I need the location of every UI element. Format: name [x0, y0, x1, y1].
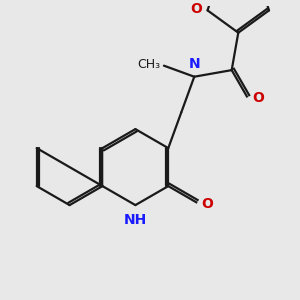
Text: O: O	[202, 197, 213, 211]
Text: O: O	[252, 91, 264, 105]
Text: NH: NH	[124, 213, 147, 227]
Text: CH₃: CH₃	[137, 58, 160, 71]
Text: N: N	[188, 58, 200, 71]
Text: O: O	[190, 2, 202, 16]
